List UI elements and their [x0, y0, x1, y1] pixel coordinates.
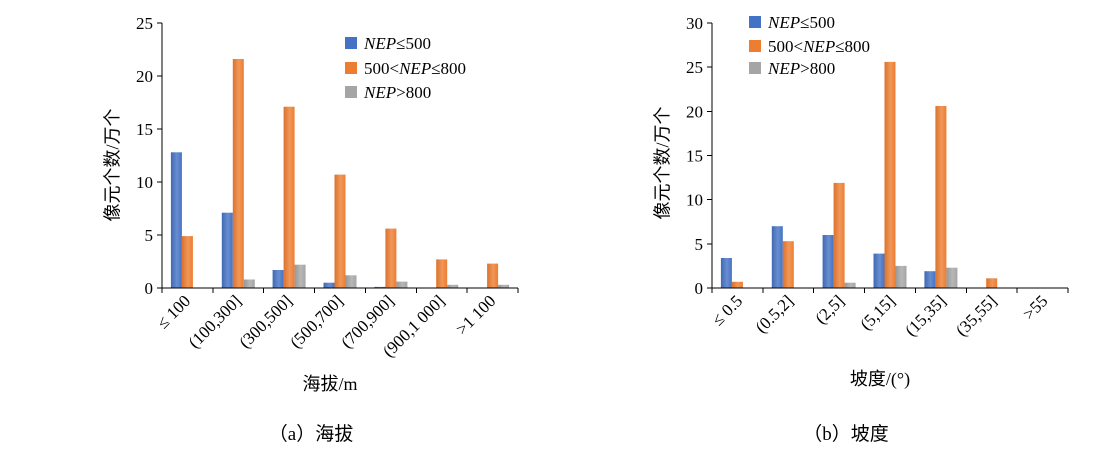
chart-b-slope: 像元个数/万个 坡度/(°) （b）坡度 0 5 10 15 20 25 30 ≤ 0.5 (0… [652, 13, 1069, 445]
chart-a-x-tick-label: (300,500] [235, 291, 296, 352]
chart-a-bars [170, 59, 510, 288]
chart-b-legend-label: NEP≤500 [767, 13, 835, 32]
chart-a-x-tick-label: ≤ 100 [153, 291, 194, 332]
chart-b-x-tick-label: >55 [1019, 291, 1051, 323]
chart-b-bar-series-2-category-5 [935, 106, 947, 288]
chart-a-bar-series-3-category-7 [498, 284, 510, 288]
chart-a-bar-series-2-category-3 [283, 106, 295, 288]
chart-b-y-tick-label: 30 [686, 14, 703, 33]
chart-b-legend-label: NEP>800 [767, 59, 835, 78]
chart-b-x-axis: ≤ 0.5 (0.5,2] (2,5] (5,15] (15,35] (35,55] >55 [708, 287, 1069, 340]
chart-b-legend-item: NEP≤500 [749, 13, 835, 32]
chart-b-x-axis-title: 坡度/(°) [850, 369, 910, 390]
chart-a-legend-swatch [345, 37, 357, 49]
chart-b-bar-series-1-category-2 [771, 226, 783, 288]
chart-b-y-axis: 0 5 10 15 20 25 30 [686, 14, 713, 298]
chart-a-y-tick-label: 5 [145, 226, 154, 245]
chart-b-x-tick-label: (0.5,2] [752, 291, 797, 336]
chart-a-bar-series-2-category-6 [436, 259, 448, 288]
chart-b-bar-series-2-category-3 [833, 182, 845, 288]
chart-a-legend: NEP≤500 500<NEP≤800 NEP>800 [345, 34, 466, 102]
chart-b-x-tick-label: (35,55] [952, 291, 1000, 339]
chart-a-x-axis: ≤ 100(100,300](300,500](500,700](700,900… [153, 287, 519, 361]
chart-a-bar-series-3-category-2 [243, 279, 255, 288]
chart-a-bar-series-2-category-5 [385, 228, 397, 288]
chart-b-x-tick-label: (5,15] [856, 291, 898, 333]
chart-b-bar-series-2-category-1 [731, 281, 743, 288]
chart-b-legend-swatch [749, 16, 761, 28]
chart-b-bar-series-3-category-5 [946, 267, 958, 288]
chart-a-bar-series-2-category-4 [334, 174, 346, 288]
chart-a-caption: （a）海拔 [269, 423, 353, 445]
chart-b-bar-series-1-category-1 [720, 258, 732, 288]
chart-a-bar-series-3-category-6 [447, 284, 459, 288]
chart-a-y-axis: 0 5 10 15 20 25 [136, 14, 163, 298]
chart-b-y-tick-label: 5 [695, 235, 704, 254]
chart-a-bar-series-3-category-3 [294, 264, 306, 288]
chart-a-bar-series-1-category-1 [170, 152, 182, 288]
chart-b-bar-series-1-category-4 [873, 253, 885, 288]
chart-b-x-tick-label: (2,5] [811, 291, 847, 327]
chart-a-elevation: 像元个数/万个 海拔/m （a）海拔 0 5 10 15 20 25 ≤ 100(100,3… [102, 14, 519, 445]
chart-a-legend-swatch [345, 62, 357, 74]
chart-a-legend-label: 500<NEP≤800 [364, 59, 466, 78]
chart-b-y-tick-label: 25 [686, 58, 703, 77]
chart-a-x-tick-label: (100,300] [185, 291, 246, 352]
chart-a-bar-series-1-category-4 [323, 282, 335, 288]
chart-b-y-tick-label: 10 [686, 191, 703, 210]
chart-a-x-axis-title: 海拔/m [302, 374, 357, 394]
chart-b-bar-series-1-category-5 [924, 271, 936, 288]
chart-a-y-tick-label: 20 [136, 67, 153, 86]
chart-a-bar-series-2-category-2 [232, 59, 244, 288]
chart-b-bar-series-2-category-2 [782, 241, 794, 288]
chart-b-caption: （b）坡度 [803, 423, 889, 445]
chart-b-legend-item: NEP>800 [749, 59, 835, 78]
chart-a-x-tick-label: >1 100 [452, 291, 499, 338]
chart-a-bar-series-3-category-5 [396, 281, 408, 288]
chart-a-bar-series-1-category-3 [272, 270, 284, 288]
chart-a-legend-item: NEP>800 [345, 83, 431, 102]
chart-b-bar-series-1-category-3 [822, 235, 834, 288]
chart-a-y-axis-title: 像元个数/万个 [102, 108, 122, 221]
chart-a-bar-series-2-category-1 [181, 236, 193, 288]
chart-b-y-axis-title: 像元个数/万个 [652, 106, 672, 219]
chart-a-legend-label: NEP>800 [363, 83, 431, 102]
chart-a-legend-item: 500<NEP≤800 [345, 59, 466, 78]
chart-a-bar-series-1-category-5 [374, 286, 386, 288]
chart-a-legend-item: NEP≤500 [345, 34, 431, 53]
chart-b-y-tick-label: 0 [695, 279, 704, 298]
chart-b-legend-label: 500<NEP≤800 [768, 37, 870, 56]
chart-a-legend-swatch [345, 86, 357, 98]
chart-a-bar-series-1-category-2 [221, 212, 233, 288]
chart-a-legend-label: NEP≤500 [363, 34, 431, 53]
chart-b-legend-swatch [749, 40, 761, 52]
chart-b-legend-swatch [749, 62, 761, 74]
chart-b-x-tick-label: (15,35] [901, 291, 949, 339]
chart-b-bar-series-3-category-3 [844, 282, 856, 288]
chart-a-bar-series-2-category-7 [487, 263, 499, 288]
chart-a-y-tick-label: 25 [136, 14, 153, 33]
chart-b-bar-series-2-category-6 [986, 278, 998, 288]
chart-b-bar-series-2-category-4 [884, 61, 896, 289]
chart-b-bars [720, 61, 998, 289]
chart-b-bar-series-3-category-4 [895, 265, 907, 288]
chart-a-y-tick-label: 0 [145, 279, 154, 298]
chart-b-y-tick-label: 15 [686, 146, 703, 165]
chart-b-legend: NEP≤500 500<NEP≤800 NEP>800 [749, 13, 870, 78]
chart-a-y-tick-label: 15 [136, 120, 153, 139]
chart-a-y-tick-label: 10 [136, 173, 153, 192]
chart-a-x-tick-label: (500,700] [286, 291, 347, 352]
chart-b-y-tick-label: 20 [686, 102, 703, 121]
chart-b-legend-item: 500<NEP≤800 [749, 37, 870, 56]
chart-b-x-tick-label: ≤ 0.5 [708, 291, 746, 329]
chart-a-bar-series-3-category-4 [345, 275, 357, 288]
